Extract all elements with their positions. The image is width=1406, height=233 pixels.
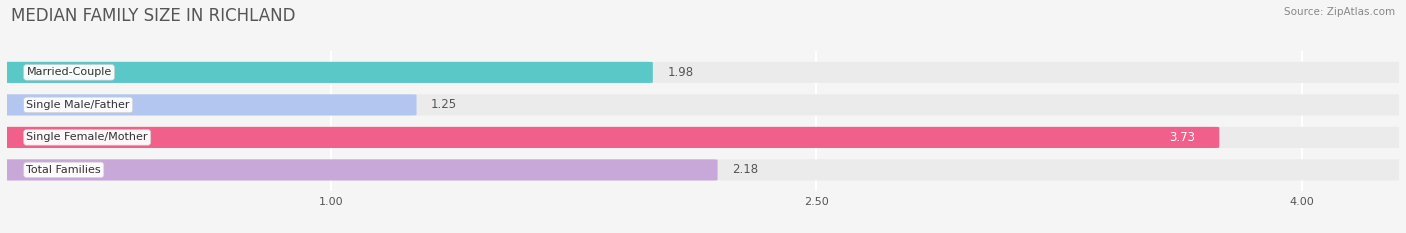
FancyBboxPatch shape xyxy=(3,159,1403,181)
Text: 1.98: 1.98 xyxy=(668,66,693,79)
Text: Source: ZipAtlas.com: Source: ZipAtlas.com xyxy=(1284,7,1395,17)
Text: MEDIAN FAMILY SIZE IN RICHLAND: MEDIAN FAMILY SIZE IN RICHLAND xyxy=(11,7,295,25)
FancyBboxPatch shape xyxy=(3,62,652,83)
FancyBboxPatch shape xyxy=(3,94,1403,116)
Text: 3.73: 3.73 xyxy=(1168,131,1195,144)
Text: Total Families: Total Families xyxy=(27,165,101,175)
Text: Single Male/Father: Single Male/Father xyxy=(27,100,129,110)
Text: 2.18: 2.18 xyxy=(733,163,758,176)
Text: Married-Couple: Married-Couple xyxy=(27,67,111,77)
Text: 1.25: 1.25 xyxy=(432,98,457,111)
FancyBboxPatch shape xyxy=(3,127,1219,148)
FancyBboxPatch shape xyxy=(3,159,717,181)
FancyBboxPatch shape xyxy=(3,94,416,116)
Text: Single Female/Mother: Single Female/Mother xyxy=(27,132,148,142)
FancyBboxPatch shape xyxy=(3,127,1403,148)
FancyBboxPatch shape xyxy=(3,62,1403,83)
